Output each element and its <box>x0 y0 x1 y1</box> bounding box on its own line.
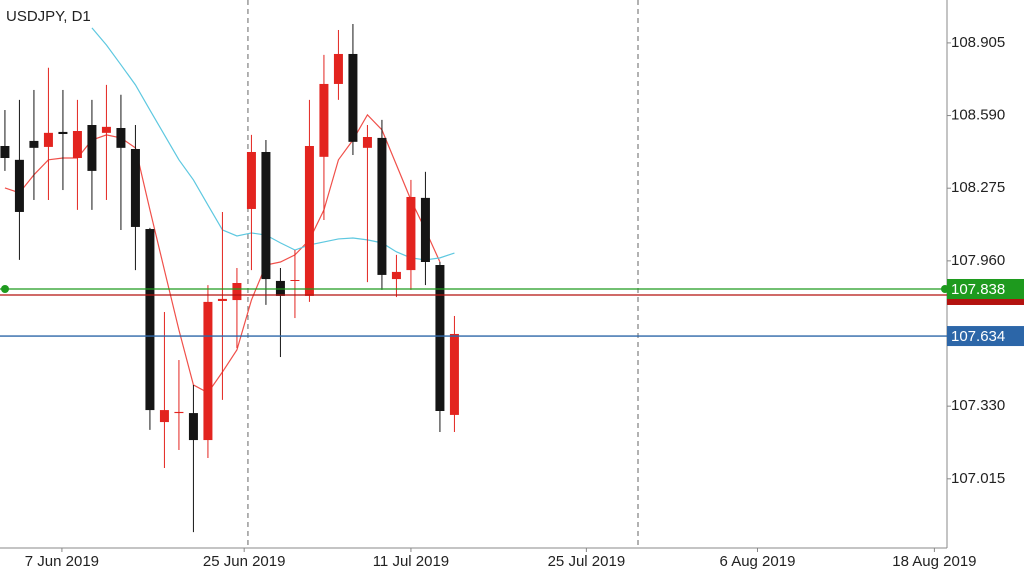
y-tick-label: 107.960 <box>951 252 1005 269</box>
x-tick-label: 25 Jul 2019 <box>548 553 626 570</box>
candle-body <box>261 151 271 280</box>
candle-body <box>246 151 256 209</box>
candle-body <box>188 413 198 441</box>
candle-body <box>333 53 343 84</box>
x-tick-label: 25 Jun 2019 <box>203 553 286 570</box>
candle-body <box>43 132 53 147</box>
candle-body <box>29 140 39 148</box>
y-tick-label: 108.275 <box>951 179 1005 196</box>
candle-body <box>449 333 459 415</box>
price-label-box <box>947 326 1024 347</box>
price-label: 107.634 <box>951 328 1005 345</box>
y-tick-label: 107.330 <box>951 397 1005 414</box>
candle-body <box>304 145 314 296</box>
candle-body <box>174 411 184 414</box>
candle-body <box>101 126 111 133</box>
price-label: 107.838 <box>951 281 1005 298</box>
candle-body <box>435 265 445 411</box>
candle-body <box>116 128 126 148</box>
candle-body <box>58 131 68 135</box>
x-tick-label: 6 Aug 2019 <box>720 553 796 570</box>
candle-body <box>232 282 242 301</box>
y-tick-label: 108.905 <box>951 34 1005 51</box>
candle-body <box>159 410 169 423</box>
candle-body <box>87 125 97 171</box>
candle-body <box>319 83 329 157</box>
x-tick-label: 7 Jun 2019 <box>25 553 99 570</box>
candle-body <box>203 301 213 441</box>
candle-body <box>406 196 416 271</box>
candle-body <box>377 137 387 275</box>
y-tick-label: 108.590 <box>951 107 1005 124</box>
level-handle <box>1 284 9 293</box>
candle-body <box>391 271 401 280</box>
candle-body <box>362 137 372 148</box>
level-handle <box>941 284 949 293</box>
price-label-box <box>947 278 1024 299</box>
candle-body <box>72 131 82 158</box>
candle-body <box>14 159 24 212</box>
candle-body <box>420 197 430 263</box>
chart-title: USDJPY, D1 <box>6 8 91 25</box>
candle-body <box>145 229 155 411</box>
x-tick-label: 11 Jul 2019 <box>373 553 449 570</box>
candle-body <box>217 298 227 301</box>
y-tick-label: 107.015 <box>951 470 1005 487</box>
candle-body <box>348 53 358 142</box>
candle-body <box>0 145 10 158</box>
x-tick-label: 18 Aug 2019 <box>892 553 976 570</box>
candle-body <box>130 148 140 227</box>
moving-average <box>91 27 455 261</box>
candle-body <box>290 279 300 281</box>
